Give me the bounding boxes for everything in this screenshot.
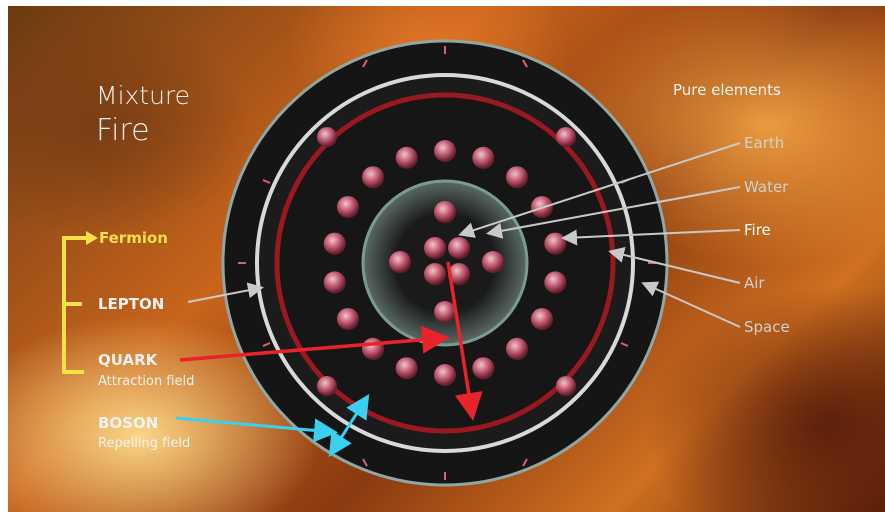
boson-double-arrow — [328, 393, 370, 458]
element-air-label: Air — [744, 274, 765, 292]
shell-particle — [472, 146, 495, 169]
element-earth-label: Earth — [744, 134, 784, 152]
fermion-arrowhead — [86, 231, 98, 245]
quark-label: QUARK — [98, 351, 159, 369]
shell-particle — [506, 166, 528, 189]
quark-description: Attraction field — [98, 374, 194, 389]
boson-arrow — [175, 416, 338, 443]
nucleus-core — [395, 213, 495, 313]
shell-particle — [506, 337, 528, 360]
element-space-label: Space — [744, 318, 790, 336]
pure-elements-heading: Pure elements — [673, 81, 781, 99]
shell-particle — [395, 357, 418, 380]
boson-label: BOSON — [98, 414, 158, 432]
shell-particle — [337, 308, 359, 330]
element-water-label: Water — [744, 178, 789, 196]
lepton-arrow — [187, 282, 264, 303]
shell-particle — [395, 146, 418, 169]
shell-particle — [323, 232, 346, 255]
shell-particle — [337, 196, 359, 218]
lepton-label: LEPTON — [98, 295, 164, 313]
shell-particle — [323, 271, 346, 294]
outer-particles — [317, 127, 576, 396]
shell-particles — [323, 140, 567, 386]
shell-particle — [434, 140, 456, 162]
shell-particle — [362, 166, 384, 189]
fermion-bracket — [62, 236, 90, 374]
shell-particle — [544, 232, 567, 255]
quark-arrow-vertical — [446, 261, 483, 421]
fermion-label: Fermion — [99, 229, 168, 247]
title-line1: Mixture — [96, 81, 190, 110]
shell-particle — [434, 364, 456, 386]
element-fire-label: Fire — [744, 221, 771, 239]
shell-particle — [362, 337, 384, 360]
shell-particle — [544, 271, 567, 294]
quark-arrow — [179, 325, 450, 362]
nucleus-particles — [389, 201, 504, 323]
shell-particle — [472, 357, 495, 380]
title-line2: Fire — [96, 113, 150, 148]
element-pointers — [458, 142, 741, 328]
shell-particle — [531, 308, 553, 330]
boson-description: Repelling field — [98, 436, 190, 451]
